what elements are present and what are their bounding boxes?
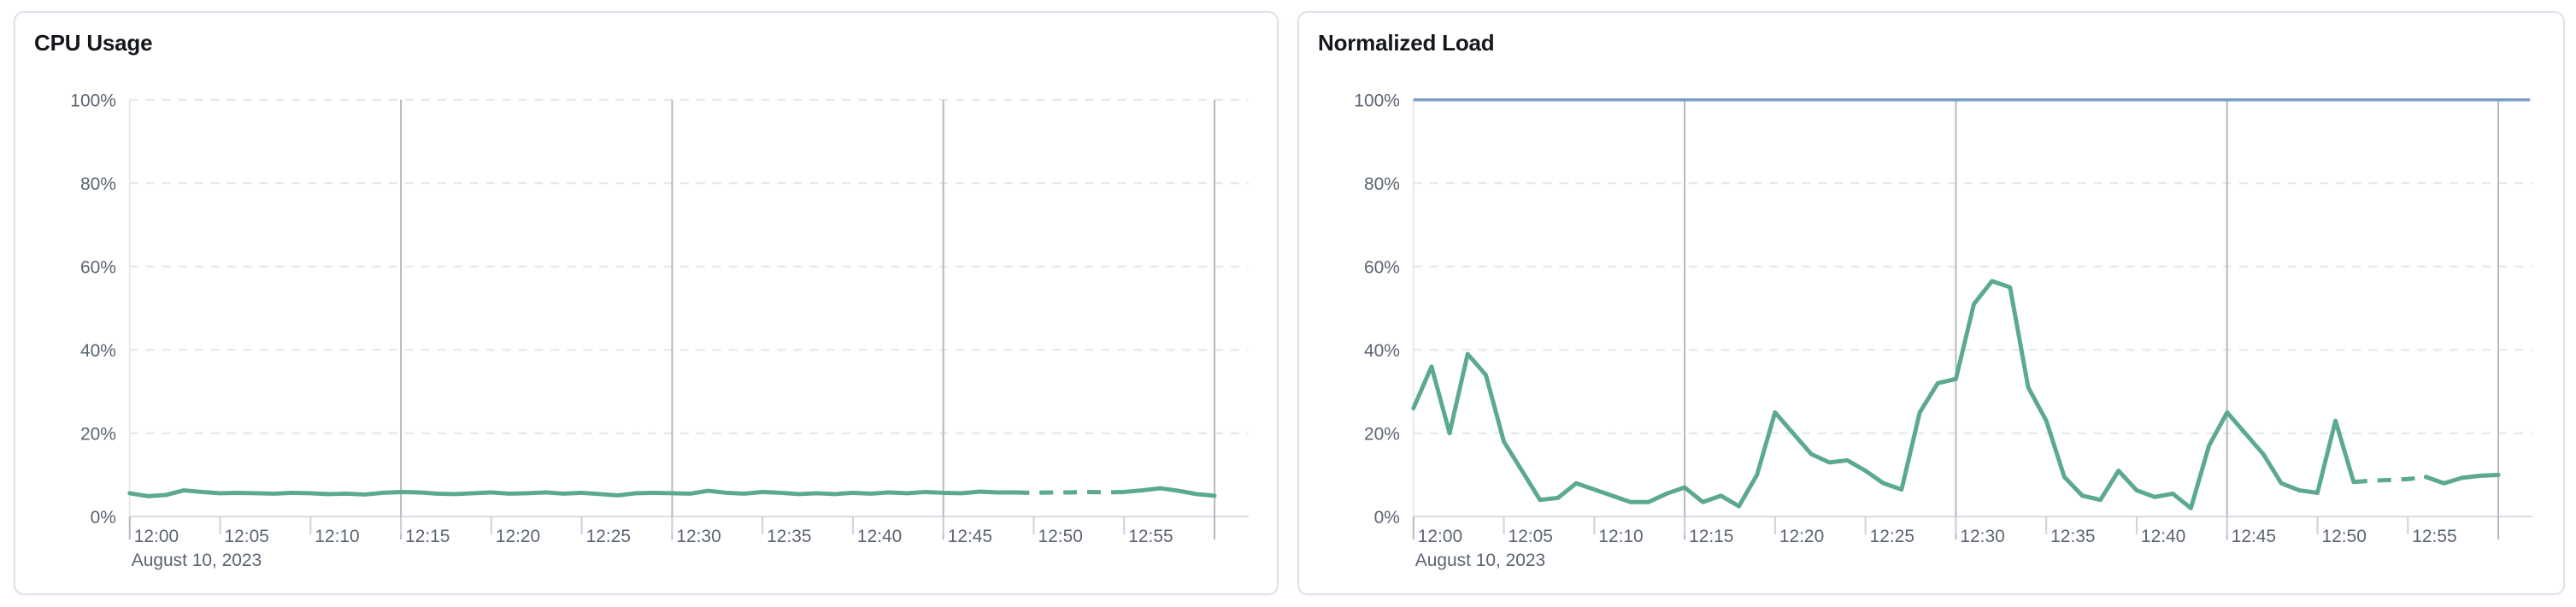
x-axis-date-label: August 10, 2023 bbox=[132, 551, 262, 570]
x-tick-label: 12:20 bbox=[496, 527, 540, 546]
cpu-usage-chart[interactable]: 0% 20% 40% 60% 80% 100% 12:00 12:05 12:10 12:15 12… bbox=[15, 13, 1277, 593]
cpu-usage-title: CPU Usage bbox=[34, 30, 153, 56]
x-tick-label: 12:35 bbox=[2050, 527, 2095, 546]
y-tick-label: 100% bbox=[70, 91, 116, 111]
series-line bbox=[2423, 473, 2501, 486]
y-tick-label: 0% bbox=[1374, 508, 1400, 527]
series-line-dashed bbox=[2353, 474, 2426, 485]
y-tick-label: 20% bbox=[1364, 425, 1400, 445]
x-axis-date-label: August 10, 2023 bbox=[1415, 551, 1545, 570]
y-tick-label: 40% bbox=[80, 341, 116, 361]
x-tick-label: 12:50 bbox=[2321, 527, 2366, 546]
x-tick-label: 12:15 bbox=[405, 527, 450, 546]
x-tick-label: 12:00 bbox=[134, 527, 179, 546]
x-tick-label: 12:00 bbox=[1418, 527, 1462, 546]
x-tick-label: 12:55 bbox=[2412, 527, 2456, 546]
y-tick-label: 60% bbox=[80, 258, 116, 278]
x-tick-label: 12:20 bbox=[1779, 527, 1824, 546]
x-tick-label: 12:45 bbox=[948, 527, 992, 546]
x-tick-label: 12:40 bbox=[857, 527, 902, 546]
y-tick-label: 100% bbox=[1354, 91, 1400, 111]
x-tick-label: 12:45 bbox=[2232, 527, 2276, 546]
x-tick-label: 12:55 bbox=[1128, 527, 1173, 546]
series-line bbox=[1121, 486, 1217, 498]
y-tick-label: 60% bbox=[1364, 258, 1400, 278]
normalized-load-card: Normalized Load 0% 20% 40% 60% 80% 100% 12:00 1… bbox=[1297, 11, 2565, 595]
x-tick-label: 12:15 bbox=[1689, 527, 1733, 546]
y-tick-label: 40% bbox=[1364, 341, 1400, 361]
x-tick-label: 12:40 bbox=[2141, 527, 2185, 546]
cpu-usage-card: CPU Usage 0% 20% 40% 60% 80% 100% 12:00 12:05 12… bbox=[14, 11, 1279, 595]
series-line bbox=[1411, 279, 2356, 510]
x-tick-label: 12:25 bbox=[1870, 527, 1914, 546]
x-tick-label: 12:35 bbox=[767, 527, 811, 546]
series-line bbox=[127, 488, 1018, 498]
x-tick-label: 12:30 bbox=[1960, 527, 2004, 546]
y-tick-label: 80% bbox=[1364, 174, 1400, 194]
x-tick-label: 12:10 bbox=[1598, 527, 1643, 546]
x-tick-label: 12:25 bbox=[586, 527, 631, 546]
y-tick-label: 0% bbox=[91, 508, 116, 527]
normalized-load-chart[interactable]: 0% 20% 40% 60% 80% 100% 12:00 12:05 12:10 12:15 12… bbox=[1299, 13, 2563, 593]
x-tick-label: 12:50 bbox=[1038, 527, 1082, 546]
x-tick-label: 12:30 bbox=[676, 527, 720, 546]
x-tick-label: 12:05 bbox=[1509, 527, 1553, 546]
y-tick-label: 20% bbox=[80, 425, 116, 445]
x-tick-label: 12:05 bbox=[225, 527, 269, 546]
y-tick-label: 80% bbox=[80, 174, 116, 194]
normalized-load-title: Normalized Load bbox=[1318, 30, 1495, 56]
x-tick-label: 12:10 bbox=[315, 527, 359, 546]
